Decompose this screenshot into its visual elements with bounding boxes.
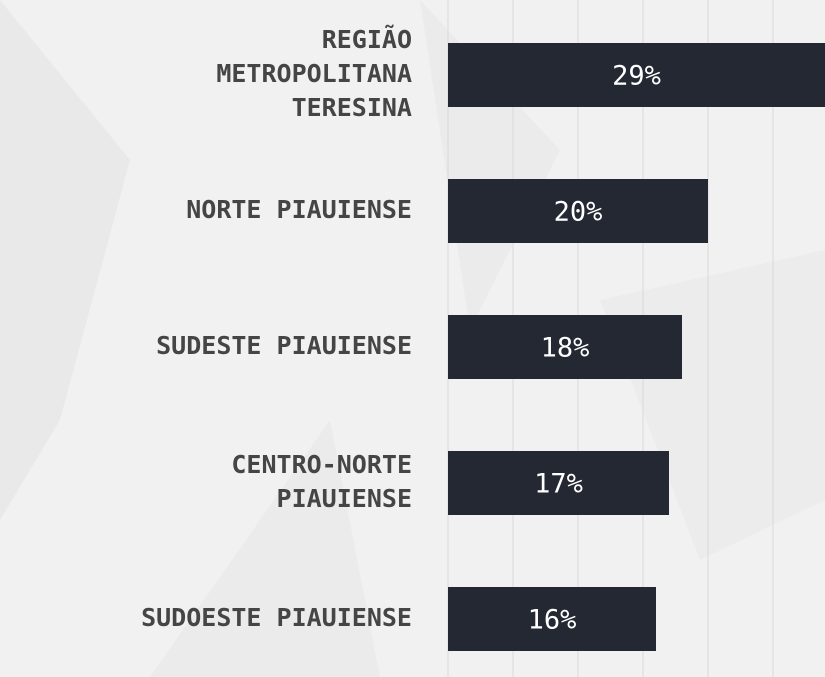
bar [448,315,682,379]
category-label: SUDESTE PIAUIENSE [156,331,412,360]
background-shape [0,0,130,520]
background-shape [150,420,380,677]
bar [448,587,656,651]
value-label: 20% [554,197,603,228]
value-label: 18% [541,333,590,364]
category-label: SUDOESTE PIAUIENSE [141,603,412,632]
category-label: NORTE PIAUIENSE [186,195,412,224]
bar [448,179,708,243]
category-label: REGIÃO METROPOLITANA TERESINA [216,25,412,122]
bar [448,451,669,515]
value-label: 29% [612,61,661,92]
value-label: 17% [534,469,583,500]
category-label: CENTRO-NORTE PIAUIENSE [231,450,412,513]
bar [448,43,825,107]
value-label: 16% [528,605,577,636]
